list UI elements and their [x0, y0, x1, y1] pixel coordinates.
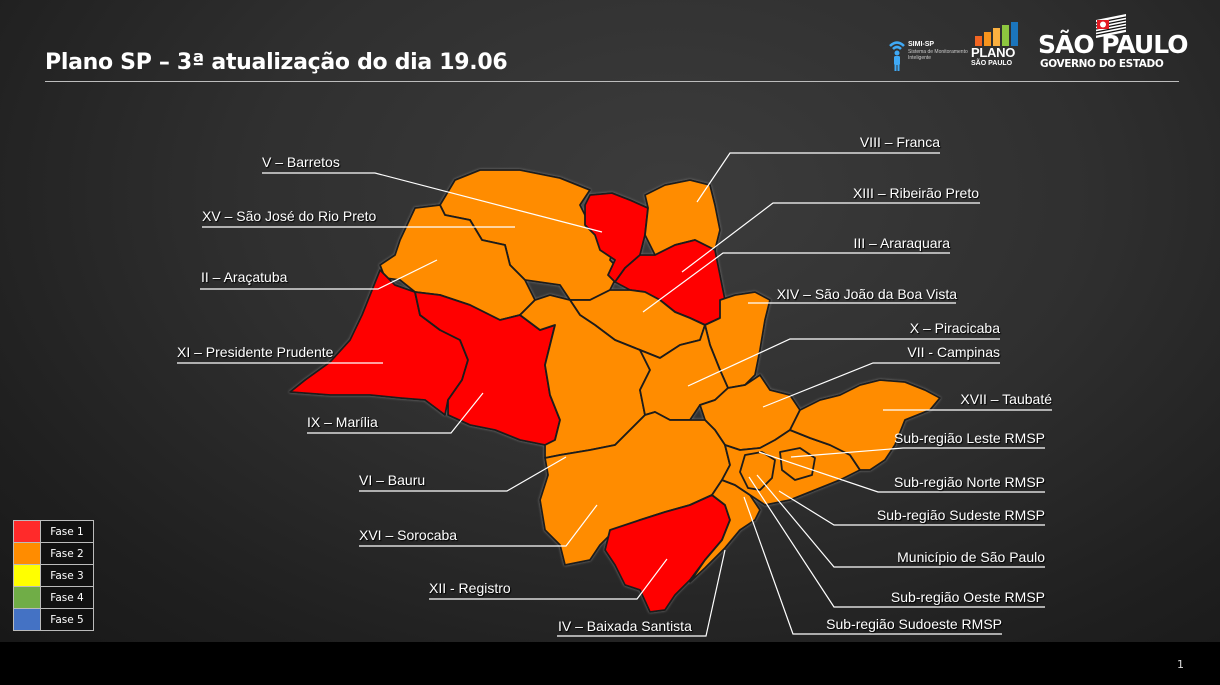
label-viii-franca: VIII – Franca: [859, 134, 940, 150]
legend-label: Fase 1: [40, 520, 94, 543]
legend-row-fase-1: Fase 1: [13, 520, 94, 543]
legend-row-fase-5: Fase 5: [13, 608, 94, 631]
simi-name: SIMI-SP: [908, 41, 935, 48]
legend-swatch-fase-5: [13, 608, 41, 631]
legend-row-fase-3: Fase 3: [13, 564, 94, 587]
leader-lines: [177, 152, 1052, 637]
label-xv-sao-jose-do-rio-preto: XV – São José do Rio Preto: [202, 208, 377, 224]
legend-swatch-fase-3: [13, 564, 41, 587]
label-xi-presidente-prudente: XI – Presidente Prudente: [177, 344, 334, 360]
slide-footer: 1: [0, 642, 1220, 685]
legend-swatch-fase-2: [13, 542, 41, 565]
legend-row-fase-4: Fase 4: [13, 586, 94, 609]
label-rmsp-sudoeste: Sub-região Sudoeste RMSP: [826, 616, 1002, 632]
simi-sp-logo: SIMI-SP Sistema de Monitoramento Intelig…: [888, 38, 968, 74]
governo-sp-logo: SÃO PAULO GOVERNO DO ESTADO: [1038, 14, 1189, 80]
label-iv-baixada-santista: IV – Baixada Santista: [558, 618, 692, 634]
plano-sub: SÃO PAULO: [971, 60, 1013, 67]
label-iii-araraquara: III – Araraquara: [853, 235, 950, 251]
governo-sub: GOVERNO DO ESTADO: [1040, 58, 1164, 70]
simi-person-wifi-icon: [889, 41, 905, 71]
page-number: 1: [1177, 658, 1184, 671]
label-ii-aracatuba: II – Araçatuba: [201, 269, 288, 285]
governo-word: SÃO PAULO: [1038, 30, 1189, 59]
page-title: Plano SP – 3ª atualização do dia 19.06: [45, 50, 508, 75]
legend-label: Fase 5: [40, 608, 94, 631]
phase-legend: Fase 1 Fase 2 Fase 3 Fase 4 Fase 5: [13, 520, 94, 631]
slide: Plano SP – 3ª atualização do dia 19.06 S…: [0, 0, 1220, 642]
legend-row-fase-2: Fase 2: [13, 542, 94, 565]
label-vii-campinas: VII - Campinas: [907, 344, 1000, 360]
label-municipio-sao-paulo: Município de São Paulo: [897, 549, 1045, 565]
plano-sp-logo: PLANO SÃO PAULO: [971, 22, 1023, 74]
label-v-barretos: V – Barretos: [262, 154, 340, 170]
label-ix-marilia: IX – Marília: [307, 414, 378, 430]
label-rmsp-sudeste: Sub-região Sudeste RMSP: [876, 507, 1045, 523]
title-divider: [45, 81, 1179, 82]
legend-label: Fase 2: [40, 542, 94, 565]
legend-label: Fase 4: [40, 586, 94, 609]
label-xii-registro: XII - Registro: [429, 580, 511, 596]
sp-flag-icon: [1095, 14, 1127, 38]
label-xvi-sorocaba: XVI – Sorocaba: [359, 527, 458, 543]
logos-header: SIMI-SP Sistema de Monitoramento Intelig…: [888, 14, 1189, 74]
label-rmsp-leste: Sub-região Leste RMSP: [894, 430, 1045, 446]
sao-paulo-state-map: [177, 152, 1052, 637]
legend-label: Fase 3: [40, 564, 94, 587]
label-xvii-taubate: XVII – Taubaté: [960, 391, 1052, 407]
label-x-piracicaba: X – Piracicaba: [909, 320, 1000, 336]
plano-word: PLANO: [971, 45, 1016, 60]
label-xiii-ribeirao-preto: XIII – Ribeirão Preto: [852, 185, 979, 201]
legend-swatch-fase-4: [13, 586, 41, 609]
simi-subtitle: Sistema de Monitoramento Inteligente: [908, 49, 968, 61]
label-rmsp-norte: Sub-região Norte RMSP: [894, 474, 1045, 490]
label-vi-bauru: VI – Bauru: [359, 472, 426, 488]
label-rmsp-oeste: Sub-região Oeste RMSP: [890, 589, 1045, 605]
plano-bars-icon: [975, 22, 1018, 46]
label-xiv-sao-joao-da-boa-vista: XIV – São João da Boa Vista: [776, 286, 957, 302]
legend-swatch-fase-1: [13, 520, 41, 543]
